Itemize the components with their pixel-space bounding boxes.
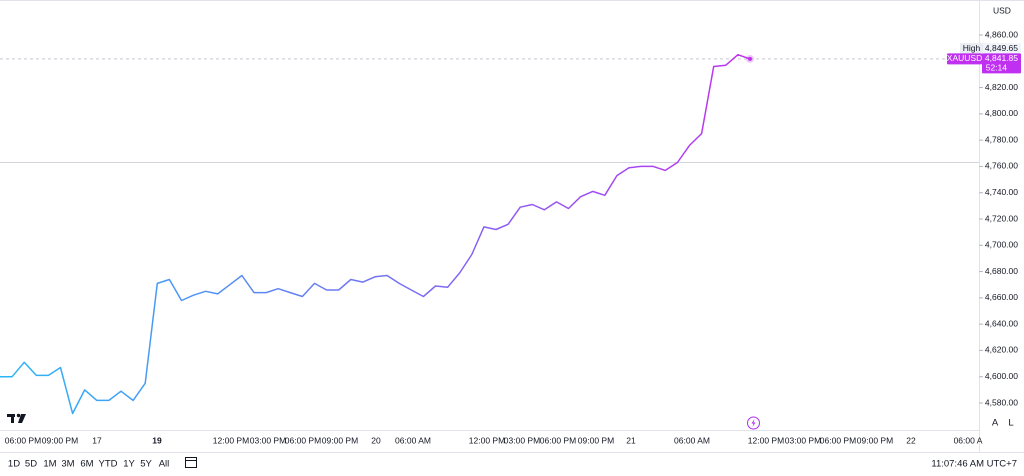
- x-tick-label: 12:00 PM: [469, 435, 505, 445]
- range-button[interactable]: YTD: [99, 459, 118, 470]
- range-button[interactable]: 3M: [61, 459, 74, 470]
- range-button[interactable]: 5Y: [140, 459, 152, 470]
- x-tick-label: 06:00 AM: [395, 435, 431, 445]
- y-tick-label: 4,700.00: [985, 240, 1018, 250]
- x-tick-label: 06:00 A: [954, 435, 983, 445]
- high-name: High: [963, 43, 981, 53]
- y-tick-label: 4,740.00: [985, 187, 1018, 197]
- scale-button[interactable]: L: [1008, 418, 1013, 429]
- countdown: 52:14: [986, 63, 1008, 73]
- calendar-icon[interactable]: [185, 457, 197, 468]
- x-tick-label: 21: [626, 435, 636, 445]
- x-tick-label: 06:00 PM: [5, 435, 41, 445]
- x-tick-label: 09:00 PM: [322, 435, 358, 445]
- high-tag: [960, 43, 983, 55]
- logo: [7, 413, 26, 423]
- y-tick-label: 4,780.00: [985, 134, 1018, 144]
- lightning-icon[interactable]: [747, 416, 760, 430]
- y-tick-label: 4,640.00: [985, 318, 1018, 328]
- y-tick-label: 4,660.00: [985, 292, 1018, 302]
- high-value: 4,849.65: [985, 43, 1018, 53]
- y-tick-label: 4,600.00: [985, 371, 1018, 381]
- range-button[interactable]: 1D: [8, 459, 20, 470]
- range-button[interactable]: 5D: [25, 459, 37, 470]
- x-tick-label: 12:00 PM: [748, 435, 784, 445]
- x-tick-label: 17: [92, 435, 102, 445]
- y-tick-label: 4,620.00: [985, 345, 1018, 355]
- y-tick-label: 4,860.00: [985, 29, 1018, 39]
- x-tick-label: 12:00 PM: [213, 435, 249, 445]
- x-tick-label: 20: [371, 435, 381, 445]
- y-tick-label: 4,720.00: [985, 213, 1018, 223]
- range-button[interactable]: 1Y: [123, 459, 135, 470]
- x-tick-label: 09:00 PM: [578, 435, 614, 445]
- price-tag: [982, 53, 1021, 74]
- last-point: [748, 56, 752, 61]
- range-button[interactable]: 1M: [43, 459, 56, 470]
- currency: USD: [993, 5, 1011, 15]
- x-tick-label: 03:00 PM: [250, 435, 286, 445]
- high-value-box: [983, 43, 1021, 55]
- x-tick-label: 09:00 PM: [42, 435, 78, 445]
- y-tick-label: 4,820.00: [985, 82, 1018, 92]
- x-tick-label: 03:00 PM: [504, 435, 540, 445]
- x-tick-label: 09:00 PM: [857, 435, 893, 445]
- x-tick-label: 06:00 PM: [540, 435, 576, 445]
- price-label: 4,841.85: [985, 53, 1018, 63]
- symbol-label: XAUUSD: [947, 53, 982, 63]
- y-tick-label: 4,760.00: [985, 161, 1018, 171]
- y-tick-label: 4,800.00: [985, 108, 1018, 118]
- x-tick-label: 06:00 PM: [820, 435, 856, 445]
- x-tick-label: 03:00 PM: [785, 435, 821, 445]
- scale-button[interactable]: A: [992, 418, 999, 429]
- price-line: [0, 53, 751, 415]
- x-tick-label: 22: [906, 435, 916, 445]
- range-button[interactable]: All: [159, 459, 170, 470]
- range-button[interactable]: 6M: [80, 459, 93, 470]
- clock: 11:07:46 AM UTC+7: [931, 459, 1017, 470]
- x-tick-label: 06:00 PM: [285, 435, 321, 445]
- x-tick-label: 06:00 AM: [674, 435, 710, 445]
- y-tick-label: 4,580.00: [985, 397, 1018, 407]
- x-tick-label: 19: [152, 435, 162, 445]
- symbol-tag: [947, 53, 982, 65]
- y-tick-label: 4,680.00: [985, 266, 1018, 276]
